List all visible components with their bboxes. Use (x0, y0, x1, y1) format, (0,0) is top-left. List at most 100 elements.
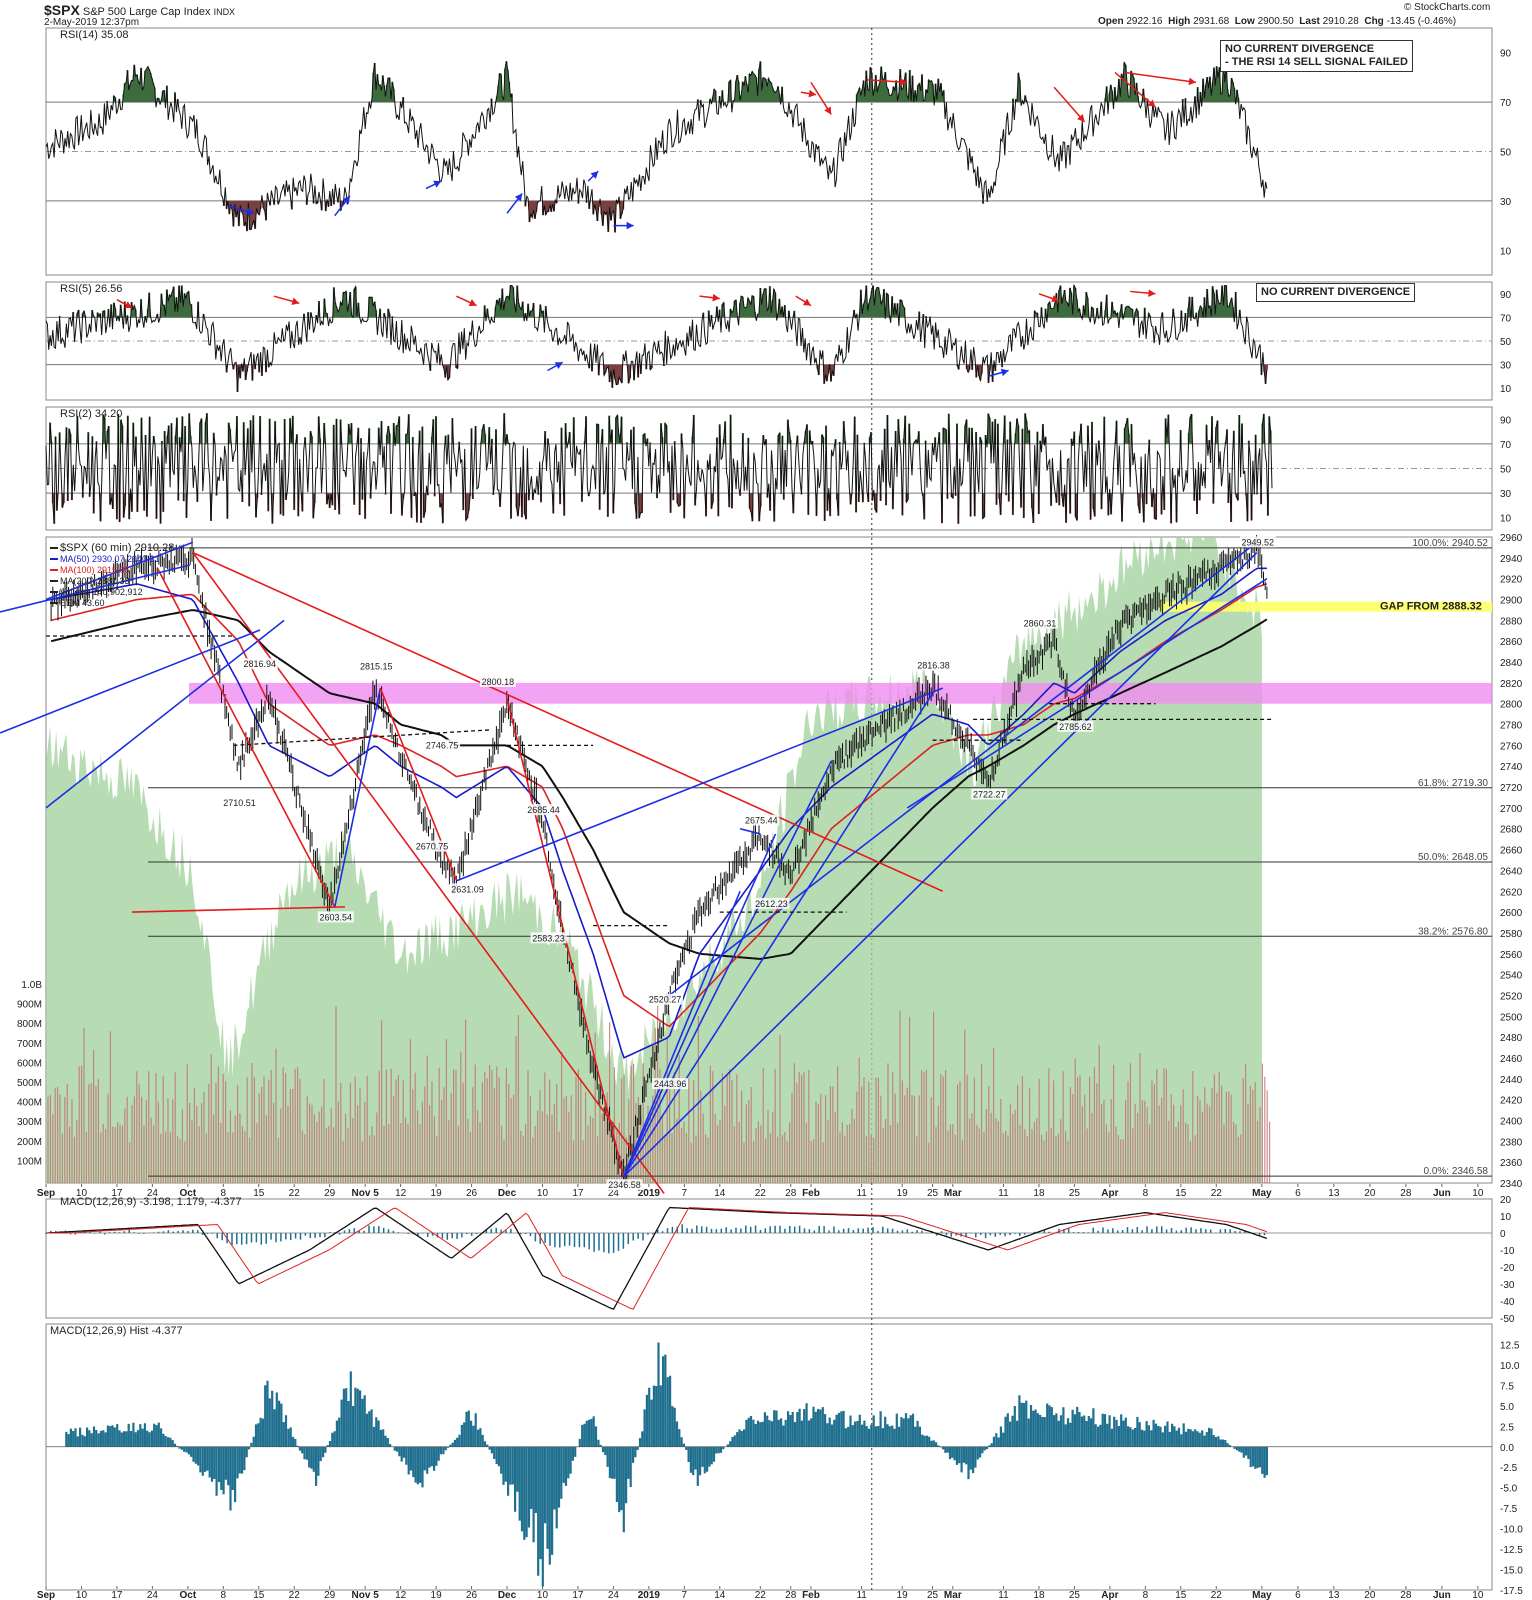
rsi-y-tick: 30 (1500, 489, 1512, 500)
price-label-bg (317, 911, 354, 923)
price-label: 2603.54 (319, 912, 352, 922)
price-y-tick: 2960 (1500, 533, 1523, 544)
rsi-y-tick: 70 (1500, 440, 1512, 451)
price-label: 2815.15 (360, 661, 393, 671)
x-tick-price: Apr (1101, 1188, 1118, 1199)
price-y-tick: 2940 (1500, 554, 1523, 565)
divergence-arrowhead (433, 180, 442, 188)
volume-y-tick: 100M (17, 1156, 42, 1167)
price-y-tick: 2700 (1500, 804, 1523, 815)
rsi-oversold-fill (222, 200, 989, 233)
x-tick-hist: 22 (755, 1590, 767, 1600)
price-y-tick: 2580 (1500, 929, 1523, 940)
trend-line (156, 567, 336, 908)
price-y-tick: 2780 (1500, 721, 1523, 732)
macd-title: MACD(12,26,9) -3.198, 1.179, -4.377 (60, 1196, 242, 1208)
x-tick-price: Nov 5 (352, 1188, 380, 1199)
price-label-bg (414, 840, 451, 852)
x-tick-price: 22 (1211, 1188, 1223, 1199)
fib-label: 38.2%: 2576.80 (1418, 926, 1488, 937)
x-tick-hist: 25 (1069, 1590, 1081, 1600)
volume-y-tick: 400M (17, 1098, 42, 1109)
price-label: 2685.44 (527, 805, 560, 815)
trend-line (192, 551, 944, 892)
x-tick-hist: 17 (111, 1590, 123, 1600)
price-y-tick: 2640 (1500, 866, 1523, 877)
panel-frame-5 (45, 1323, 1493, 1591)
trend-line (622, 890, 741, 1178)
x-tick-hist: 15 (253, 1590, 265, 1600)
price-label-bg (221, 796, 258, 808)
x-tick-hist: 18 (1033, 1590, 1045, 1600)
legend-entry: MA(200) 2881.33 (60, 576, 130, 586)
volume-bars (47, 1005, 1271, 1183)
price-y-tick: 2620 (1500, 887, 1523, 898)
trend-line (0, 564, 191, 613)
price-label: 2612.23 (755, 899, 788, 909)
price-label: 2816.94 (244, 659, 277, 669)
trend-line (622, 833, 777, 1178)
divergence-arrowhead (1051, 294, 1060, 303)
trend-line (45, 619, 285, 809)
hist-y-tick: 5.0 (1500, 1402, 1514, 1413)
x-tick-hist: 14 (714, 1590, 726, 1600)
x-tick-hist: 13 (1328, 1590, 1340, 1600)
price-label-bg (358, 660, 395, 672)
x-tick-hist: 28 (785, 1590, 797, 1600)
hist-y-tick: -2.5 (1500, 1463, 1518, 1474)
x-tick-price: 10 (1472, 1188, 1484, 1199)
price-y-tick: 2500 (1500, 1012, 1523, 1023)
trend-line (456, 687, 943, 882)
hist-y-tick: -12.5 (1500, 1545, 1523, 1556)
rsi-line (45, 413, 1273, 524)
price-y-tick: 2760 (1500, 741, 1523, 752)
x-tick-hist: Oct (180, 1590, 197, 1600)
volume-y-tick: 700M (17, 1039, 42, 1050)
trend-line (132, 906, 345, 913)
volume-y-tick: 800M (17, 1019, 42, 1030)
price-y-tick: 2660 (1500, 846, 1523, 857)
chart-header-datetime: 2-May-2019 12:37pm (44, 17, 140, 28)
x-tick-price: Jun (1433, 1188, 1451, 1199)
price-y-tick: 2860 (1500, 637, 1523, 648)
rsi-y-tick: 90 (1500, 49, 1512, 60)
x-tick-price: 6 (1295, 1188, 1301, 1199)
ma100-line (50, 583, 1268, 1028)
price-label-bg (424, 739, 461, 751)
price-y-tick: 2440 (1500, 1075, 1523, 1086)
price-label: 2800.18 (482, 677, 515, 687)
price-label: 2631.09 (451, 884, 484, 894)
x-tick-hist: 29 (324, 1590, 336, 1600)
x-tick-hist: 6 (1295, 1590, 1301, 1600)
price-label: 2785.62 (1059, 722, 1092, 732)
x-tick-hist: 15 (1175, 1590, 1187, 1600)
price-y-tick: 2380 (1500, 1137, 1523, 1148)
divergence-arrowhead (342, 195, 350, 204)
price-label: 2443.96 (654, 1079, 687, 1089)
price-y-tick: 2540 (1500, 971, 1523, 982)
macd-y-tick: 10 (1500, 1212, 1512, 1223)
price-y-tick: 2460 (1500, 1054, 1523, 1065)
price-label-bg (1239, 536, 1276, 548)
x-tick-price: 10 (76, 1188, 88, 1199)
x-tick-price: 8 (221, 1188, 227, 1199)
volume-y-tick: 900M (17, 1000, 42, 1011)
x-tick-price: 10 (537, 1188, 549, 1199)
x-tick-hist: 17 (572, 1590, 584, 1600)
price-y-tick: 2360 (1500, 1158, 1523, 1169)
hist-y-tick: 10.0 (1500, 1361, 1520, 1372)
price-y-tick: 2680 (1500, 825, 1523, 836)
x-tick-hist: 10 (1472, 1590, 1484, 1600)
divergence-arrowhead (514, 193, 523, 202)
x-tick-hist: 19 (897, 1590, 909, 1600)
rsi-line (45, 60, 1268, 233)
macd-signal-line (46, 1206, 1268, 1310)
x-tick-hist: Nov 5 (352, 1590, 380, 1600)
price-label-bg (971, 788, 1008, 800)
x-tick-price: 24 (608, 1188, 620, 1199)
price-label-bg (606, 1179, 643, 1191)
x-tick-price: 18 (1033, 1188, 1045, 1199)
macd-y-tick: -40 (1500, 1297, 1515, 1308)
price-y-tick: 2480 (1500, 1033, 1523, 1044)
